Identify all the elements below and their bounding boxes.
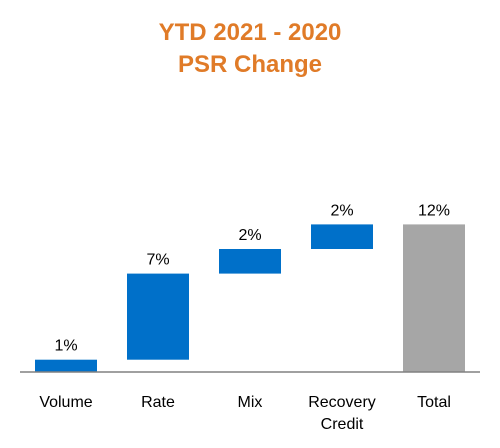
- bar-4: [403, 224, 465, 372]
- category-label-4: Total: [417, 394, 451, 411]
- bars-group: [35, 224, 465, 372]
- data-label-0: 1%: [54, 338, 77, 355]
- category-label-3: Recovery: [308, 394, 376, 411]
- category-label-0: Volume: [39, 394, 92, 411]
- bar-2: [219, 249, 281, 274]
- category-label-2: Mix: [238, 394, 263, 411]
- category-label-1: Rate: [141, 394, 175, 411]
- data-label-4: 12%: [418, 202, 450, 219]
- data-label-3: 2%: [330, 202, 353, 219]
- category-labels-group: Volume Rate Mix Recovery Credit Total: [39, 394, 451, 433]
- data-labels-group: 1% 7% 2% 2% 12%: [54, 202, 450, 354]
- bar-0: [35, 359, 97, 372]
- data-label-1: 7%: [146, 252, 169, 269]
- category-label-3-line-1: Credit: [321, 416, 364, 433]
- bar-1: [127, 273, 189, 360]
- chart-title-line-1: YTD 2021 - 2020: [159, 19, 342, 46]
- bar-3: [311, 224, 373, 249]
- data-label-2: 2%: [238, 227, 261, 244]
- chart-title-line-2: PSR Change: [178, 51, 322, 78]
